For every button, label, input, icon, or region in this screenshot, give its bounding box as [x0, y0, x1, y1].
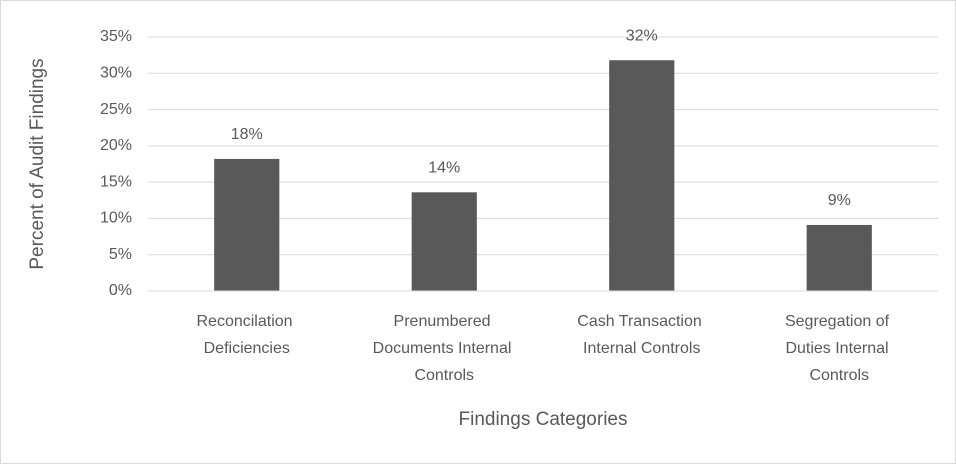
- y-tick-label: 30%: [100, 65, 132, 82]
- data-label: 14%: [428, 160, 460, 177]
- y-tick-label: 20%: [100, 137, 132, 154]
- bar: [411, 192, 477, 291]
- y-tick-label: 10%: [100, 210, 132, 227]
- bar: [806, 224, 872, 291]
- data-label: 18%: [231, 126, 263, 143]
- y-tick-label: 5%: [109, 246, 132, 263]
- y-tick-label: 15%: [100, 173, 132, 190]
- x-tick-label: Reconcilation Deficiencies: [197, 313, 298, 357]
- x-tick-label: Segregation of Duties Internal Controls: [785, 313, 894, 384]
- bar: [214, 158, 280, 291]
- y-tick-label: 35%: [100, 28, 132, 45]
- x-axis-title: Findings Categories: [459, 409, 628, 430]
- y-tick-label: 25%: [100, 101, 132, 118]
- data-label: 32%: [626, 27, 658, 44]
- x-tick-label: Prenumbered Documents Internal Controls: [373, 313, 516, 384]
- y-tick-label: 0%: [109, 282, 132, 299]
- bar: [609, 60, 675, 292]
- x-tick-label: Cash Transaction Internal Controls: [577, 313, 706, 357]
- data-label: 9%: [828, 192, 851, 209]
- y-axis-title: Percent of Audit Findings: [27, 58, 48, 269]
